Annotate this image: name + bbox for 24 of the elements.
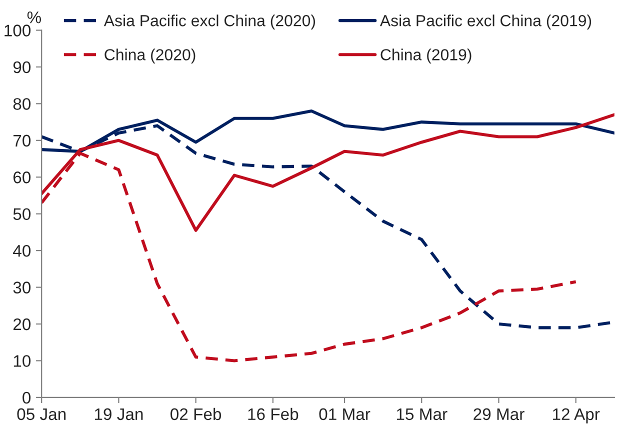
x-tick-label: 16 Feb: [248, 408, 298, 420]
y-tick-label: 40: [13, 244, 31, 257]
y-tick-label: 70: [14, 134, 31, 147]
x-tick-label: 29 Mar: [474, 408, 524, 420]
y-tick-label: 80: [13, 98, 31, 110]
y-axis-title: %: [27, 12, 42, 24]
legend-label: Asia Pacific excl China (2020): [104, 14, 316, 30]
y-tick-label: 30: [13, 282, 31, 294]
legend-label: China (2019): [380, 48, 472, 64]
y-tick-label: 90: [13, 61, 31, 74]
x-tick-label: 01 Mar: [319, 408, 370, 420]
x-tick-label: 15 Mar: [396, 408, 448, 420]
y-tick-label: 20: [13, 318, 31, 330]
legend-label: China (2020): [104, 48, 196, 64]
y-tick-label: 0: [22, 392, 31, 404]
x-tick-label: 02 Feb: [170, 408, 222, 420]
x-tick-label: 12 Apr: [553, 408, 600, 424]
y-tick-label: 100: [4, 24, 31, 36]
legend-label: Asia Pacific excl China (2019): [380, 14, 592, 30]
y-tick-label: 60: [13, 172, 31, 184]
y-tick-label: 10: [14, 355, 31, 367]
x-tick-label: 05 Jan: [17, 408, 66, 420]
y-tick-label: 50: [13, 208, 31, 220]
x-tick-label: 19 Jan: [94, 408, 143, 420]
